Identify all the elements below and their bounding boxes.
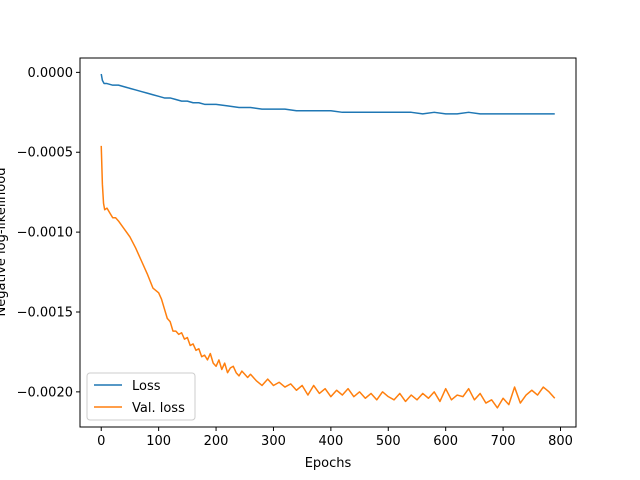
x-tick-label: 500 xyxy=(376,434,401,449)
y-axis-ticks: 0.0000 −0.0005 −0.0010 −0.0015 −0.0020 xyxy=(17,66,80,400)
x-axis-label: Epochs xyxy=(305,456,352,471)
series-line-loss xyxy=(100,73,555,115)
y-tick-label: −0.0020 xyxy=(17,385,73,400)
y-axis-label: Negative log-likelihood xyxy=(0,168,9,317)
x-tick-label: 800 xyxy=(548,434,573,449)
series-line-val-loss xyxy=(100,145,556,409)
x-tick-label: 700 xyxy=(491,434,516,449)
series-layer xyxy=(100,73,556,409)
y-tick-label: −0.0005 xyxy=(17,146,73,161)
legend-label-loss: Loss xyxy=(132,379,161,394)
x-tick-label: 0 xyxy=(97,434,105,449)
x-tick-label: 400 xyxy=(318,434,343,449)
x-axis-ticks: 0 100 200 300 400 500 600 700 800 xyxy=(97,427,573,449)
plot-area-frame xyxy=(79,57,577,428)
x-tick-label: 300 xyxy=(261,434,286,449)
x-tick-label: 200 xyxy=(204,434,229,449)
x-tick-label: 600 xyxy=(433,434,458,449)
y-tick-label: 0.0000 xyxy=(28,66,74,81)
y-tick-label: −0.0015 xyxy=(17,305,73,320)
y-tick-label: −0.0010 xyxy=(17,226,73,241)
x-tick-label: 100 xyxy=(146,434,171,449)
legend-label-val-loss: Val. loss xyxy=(132,401,185,416)
legend: Loss Val. loss xyxy=(86,372,196,421)
